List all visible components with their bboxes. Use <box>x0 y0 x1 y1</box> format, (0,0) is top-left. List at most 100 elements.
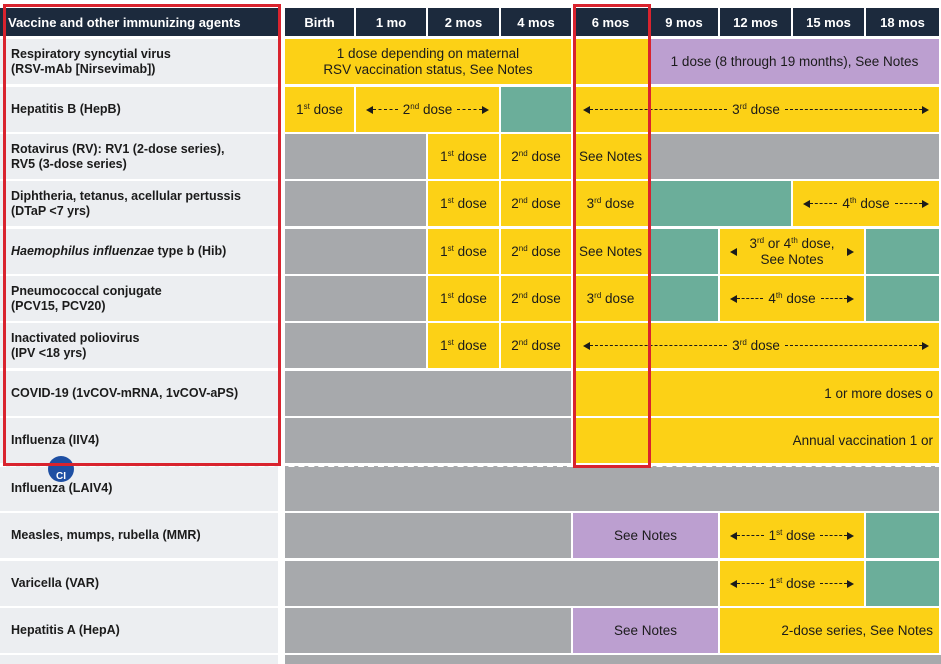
dose-range-arrow: 3rd or 4th dose, See Notes <box>730 236 854 268</box>
hib-dose-note: 3rd or 4th dose, See Notes <box>737 236 847 268</box>
header-age-5: 9 mos <box>650 8 718 36</box>
vaccine-label-line: Influenza (IIV4) <box>11 433 100 447</box>
cell-text: See Notes <box>579 149 642 165</box>
dose-label: 1st dose <box>440 338 487 354</box>
hib-note-line-1: 3rd or 4th dose, <box>742 236 842 252</box>
arrow-right-icon <box>482 105 490 114</box>
dose-ordinal-suffix: th <box>791 235 798 245</box>
dose-label: 1st dose <box>764 528 821 544</box>
dose-word: dose <box>527 195 561 211</box>
dose-word: dose <box>453 195 487 211</box>
arrow-right-icon <box>847 531 854 540</box>
dose-ordinal-suffix: nd <box>518 337 528 347</box>
cell-text: 1 dose (8 through 19 months), See Notes <box>671 54 919 70</box>
arrow-left-icon <box>730 579 737 588</box>
arrow-left-icon <box>366 105 373 114</box>
dose-number: 1 <box>440 290 448 306</box>
dose-ordinal-suffix: st <box>447 148 454 158</box>
dose-ordinal-suffix: st <box>447 290 454 300</box>
vaccine-label-text: Influenza (LAIV4) <box>11 481 112 496</box>
dose-label: 2nd dose <box>511 338 560 354</box>
vaccine-label-line: Hepatitis A (HepA) <box>11 623 120 637</box>
schedule-cell-yellow: 3rd dose <box>573 276 648 321</box>
vaccine-label-text: Hepatitis B (HepB) <box>11 102 121 117</box>
dose-label: 2nd dose <box>511 196 560 212</box>
dose-ordinal-suffix: st <box>776 575 783 585</box>
badge-text: CI <box>56 471 66 482</box>
schedule-cell-yellow: 1 dose depending on maternal RSV vaccinat… <box>285 39 571 84</box>
cell-text-line: See Notes <box>613 527 678 543</box>
vaccine-label-line: Rotavirus (RV): RV1 (2-dose series), <box>11 141 225 156</box>
schedule-cell-gray <box>285 276 426 321</box>
vaccine-label-line: Measles, mumps, rubella (MMR) <box>11 528 201 542</box>
schedule-cell-yellow: 2nd dose <box>501 276 571 321</box>
dose-range-arrow: 3rd dose <box>583 102 930 118</box>
dose-number: 1 <box>768 575 777 591</box>
dose-range-arrow: 1st dose <box>730 528 854 544</box>
dose-range-arrow: 1st dose <box>730 576 854 592</box>
dose-number: 1 <box>440 337 448 353</box>
arrow-line <box>784 109 923 110</box>
dose-ordinal-suffix: nd <box>518 195 528 205</box>
vaccine-label: Measles, mumps, rubella (MMR) <box>0 513 278 558</box>
dose-number: 3 <box>749 235 757 251</box>
vaccine-label: Inactivated poliovirus (IPV <18 yrs) <box>0 323 278 368</box>
schedule-cell-yellow: 4th dose <box>720 276 864 321</box>
arrow-left-icon <box>583 341 590 350</box>
cell-text: Annual vaccination 1 or <box>793 433 933 449</box>
dose-word: dose <box>601 290 635 306</box>
arrow-right-icon <box>922 105 930 114</box>
dose-number: 2 <box>511 148 519 164</box>
schedule-cell-yellow: 2nd dose <box>501 229 571 274</box>
arrow-right-icon <box>847 294 854 303</box>
arrow-right-icon <box>922 341 930 350</box>
schedule-cell-yellow: 1st dose <box>285 87 354 132</box>
vaccine-label-line: Diphtheria, tetanus, acellular pertussis <box>11 188 241 203</box>
cell-text-line: 2-dose series, See Notes <box>781 622 933 638</box>
schedule-cell-green <box>866 513 939 558</box>
vaccine-label-line: Respiratory syncytial virus <box>11 46 171 61</box>
vaccine-label: Rotavirus (RV): RV1 (2-dose series), RV5 … <box>0 134 278 179</box>
schedule-cell-yellow: See Notes <box>573 229 648 274</box>
dose-ordinal-suffix: st <box>447 243 454 253</box>
vaccine-label-line: (PCV15, PCV20) <box>11 298 106 313</box>
dose-number: 1 <box>440 148 448 164</box>
vaccine-label-text: Respiratory syncytial virus (RSV-mAb [Nir… <box>11 47 171 77</box>
dose-number: 1 <box>296 101 304 117</box>
dose-label: 3rd dose <box>727 338 785 354</box>
dose-label: 3rd dose <box>587 196 635 212</box>
schedule-cell-green <box>866 276 939 321</box>
dose-word: dose <box>782 290 816 306</box>
header-age-7: 15 mos <box>793 8 864 36</box>
vaccine-label: Hepatitis A (HepA) <box>0 608 278 653</box>
header-age-4: 6 mos <box>573 8 648 36</box>
dose-range-arrow: 4th dose <box>730 291 854 307</box>
schedule-cell-yellow: Annual vaccination 1 or <box>650 418 939 463</box>
vaccine-label-line: Inactivated poliovirus <box>11 330 140 345</box>
dose-word: or 4 <box>764 235 792 251</box>
vaccine-label: Influenza (IIV4) <box>0 418 278 463</box>
dose-ordinal-suffix: nd <box>518 290 528 300</box>
schedule-cell-gray <box>285 323 426 368</box>
header-age-1: 1 mo <box>356 8 426 36</box>
dose-word: dose <box>419 101 453 117</box>
schedule-cell-yellow: See Notes <box>573 134 648 179</box>
schedule-cell-gray <box>285 229 426 274</box>
arrow-line <box>737 535 764 536</box>
dose-ordinal-suffix: rd <box>594 290 602 300</box>
dose-word: dose <box>453 148 487 164</box>
highlight-6mos-column <box>573 4 651 468</box>
dose-word: dose <box>453 337 487 353</box>
schedule-cell-yellow: 2nd dose <box>356 87 499 132</box>
dose-word: dose <box>782 575 816 591</box>
dose-label: 1st dose <box>440 291 487 307</box>
dose-number: 1 <box>768 527 777 543</box>
dose-number: 3 <box>732 337 740 353</box>
vaccine-label-rest: type b (Hib) <box>154 244 227 258</box>
dose-word: dose <box>782 527 816 543</box>
dose-number: 2 <box>511 195 519 211</box>
vaccine-label-text: Haemophilus influenzae type b (Hib) <box>11 244 226 259</box>
dose-label: 1st dose <box>440 244 487 260</box>
vaccine-label-line: (IPV <18 yrs) <box>11 345 87 360</box>
schedule-cell-yellow: 3rd dose <box>573 181 648 226</box>
